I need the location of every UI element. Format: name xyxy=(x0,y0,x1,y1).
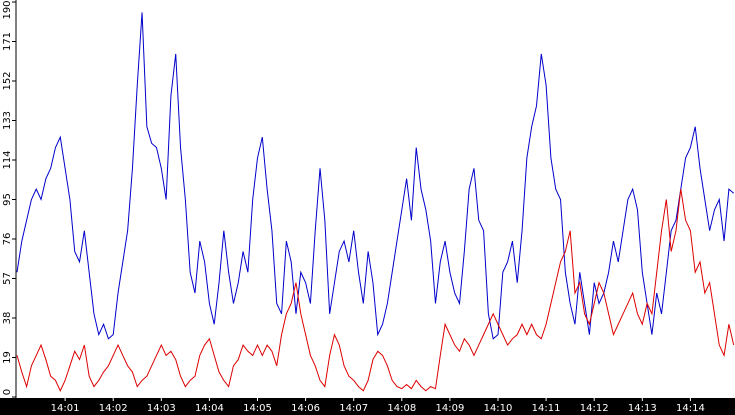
y-tick-label: 0 xyxy=(2,389,13,395)
x-tick-label: 14:01 xyxy=(51,403,80,414)
x-axis-bar xyxy=(0,398,735,415)
x-tick-label: 14:05 xyxy=(243,403,272,414)
y-tick-label: 57 xyxy=(2,272,13,285)
x-tick-label: 14:14 xyxy=(676,403,705,414)
x-tick-label: 14:03 xyxy=(147,403,176,414)
x-tick-label: 14:04 xyxy=(195,403,224,414)
x-tick-label: 14:09 xyxy=(435,403,464,414)
y-tick-label: 152 xyxy=(2,71,13,90)
x-tick-label: 14:10 xyxy=(484,403,513,414)
y-tick-label: 133 xyxy=(2,111,13,130)
y-tick-label: 114 xyxy=(2,150,13,169)
y-tick-label: 95 xyxy=(2,193,13,206)
y-tick-label: 38 xyxy=(2,312,13,325)
x-tick-label: 14:06 xyxy=(291,403,320,414)
y-tick-label: 190 xyxy=(2,0,13,19)
series-line xyxy=(16,189,735,392)
x-tick-label: 14:07 xyxy=(339,403,368,414)
x-tick-label: 14:08 xyxy=(387,403,416,414)
y-tick-label: 19 xyxy=(2,351,13,364)
y-tick-label: 76 xyxy=(2,233,13,246)
y-tick-label: 171 xyxy=(2,32,13,51)
x-tick-label: 14:12 xyxy=(580,403,609,414)
x-tick-label: 14:13 xyxy=(628,403,657,414)
series-line xyxy=(16,12,735,340)
x-tick-label: 14:02 xyxy=(99,403,128,414)
x-tick-label: 14:11 xyxy=(532,403,561,414)
